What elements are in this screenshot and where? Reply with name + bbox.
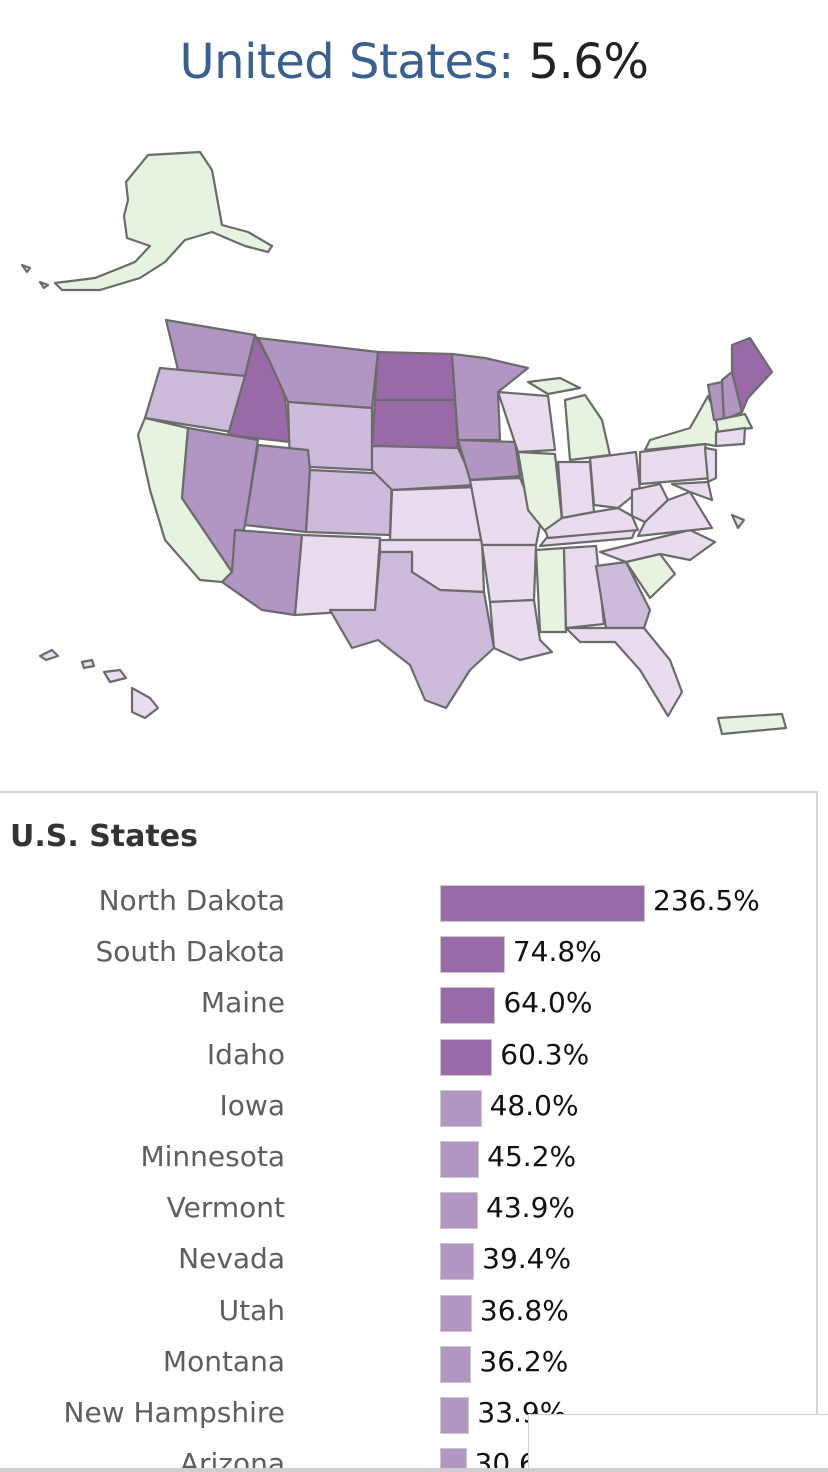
bar-value-label: 60.3%	[500, 1037, 590, 1071]
bar-category-label: Nevada	[178, 1242, 285, 1276]
state-indiana[interactable]	[556, 460, 596, 520]
bar-row[interactable]: North Dakota 236.5%	[0, 880, 820, 922]
state-alaska[interactable]	[53, 150, 274, 292]
us-choropleth-map[interactable]	[0, 140, 828, 760]
bar-value-label: 36.8%	[479, 1293, 569, 1327]
headline-value: 5.6%	[528, 34, 649, 90]
state-kansas[interactable]	[388, 485, 484, 542]
bar-category-label: Iowa	[219, 1088, 285, 1122]
bar-value-label: 43.9%	[486, 1191, 575, 1225]
state-virginia[interactable]	[636, 490, 714, 538]
bar-category-label: Minnesota	[140, 1140, 285, 1173]
state-wisconsin[interactable]	[496, 390, 557, 454]
state-texas[interactable]	[328, 550, 496, 710]
headline-country: United States:	[179, 34, 515, 90]
bar-mark[interactable]	[440, 1294, 472, 1332]
bar-value-label: 45.2%	[487, 1140, 577, 1173]
bar-mark[interactable]	[440, 1038, 493, 1076]
states-bar-chart: North Dakota 236.5% South Dakota 74.8% Maine…	[0, 880, 820, 1469]
state-washington[interactable]	[164, 318, 257, 378]
bar-value-label: 64.0%	[503, 986, 593, 1020]
state-michigan-up[interactable]	[526, 376, 582, 396]
state-north-dakota[interactable]	[373, 350, 457, 402]
map-svg[interactable]	[0, 140, 828, 760]
territory-puerto-rico[interactable]	[716, 712, 788, 736]
bottom-scroll-edge	[0, 1468, 828, 1472]
bar-value-label: 39.4%	[482, 1242, 572, 1276]
states-panel	[0, 791, 818, 1472]
bar-mark[interactable]	[440, 1089, 482, 1127]
state-maryland-delaware[interactable]	[670, 480, 714, 502]
panel-title: U.S. States	[10, 819, 198, 854]
state-iowa[interactable]	[456, 438, 522, 482]
bar-category-label: Vermont	[166, 1191, 285, 1225]
bar-mark[interactable]	[440, 1397, 470, 1434]
headline: United States: 5.6%	[0, 32, 828, 92]
state-nebraska[interactable]	[370, 444, 477, 492]
bar-category-label: Idaho	[206, 1037, 285, 1071]
state-florida[interactable]	[564, 626, 684, 718]
bar-row[interactable]: Utah 36.8%	[0, 1290, 820, 1332]
state-michigan[interactable]	[563, 393, 612, 462]
state-hawaii[interactable]	[130, 686, 160, 720]
bar-row[interactable]: Minnesota 45.2%	[0, 1136, 820, 1178]
state-georgia[interactable]	[594, 560, 652, 630]
bar-row[interactable]: Iowa 48.0%	[0, 1085, 820, 1127]
state-alaska-islands[interactable]	[20, 263, 50, 290]
state-connecticut-ri[interactable]	[714, 426, 747, 448]
bar-mark[interactable]	[440, 1345, 472, 1383]
state-south-dakota[interactable]	[370, 398, 460, 450]
bar-mark[interactable]	[440, 1141, 480, 1178]
state-arizona[interactable]	[220, 528, 304, 617]
bar-category-label: South Dakota	[95, 935, 285, 969]
bar-category-label: Montana	[162, 1344, 285, 1378]
state-new-york[interactable]	[643, 394, 720, 452]
bar-mark[interactable]	[440, 936, 505, 974]
bar-value-label: 36.2%	[479, 1344, 569, 1378]
bar-category-label: Arizona	[179, 1447, 285, 1469]
state-alabama[interactable]	[562, 544, 606, 630]
state-louisiana[interactable]	[488, 598, 554, 662]
bar-mark[interactable]	[440, 1192, 479, 1230]
bar-mark[interactable]	[440, 987, 496, 1025]
state-hawaii-islands[interactable]	[38, 648, 128, 684]
bar-value-label: 236.5%	[653, 884, 760, 917]
state-mississippi[interactable]	[534, 546, 568, 634]
state-ohio[interactable]	[588, 450, 642, 510]
overlay-box	[528, 1414, 828, 1472]
bar-row[interactable]: Montana 36.2%	[0, 1341, 820, 1383]
state-new-mexico[interactable]	[293, 533, 382, 617]
bar-mark[interactable]	[440, 885, 645, 922]
bar-category-label: New Hampshire	[63, 1396, 285, 1429]
bar-category-label: Utah	[218, 1293, 285, 1327]
bar-row[interactable]: Maine 64.0%	[0, 982, 820, 1025]
bar-mark[interactable]	[440, 1448, 467, 1469]
bar-row[interactable]: Arizona 30.6%	[0, 1443, 820, 1469]
bar-mark[interactable]	[440, 1243, 475, 1281]
state-new-jersey[interactable]	[703, 446, 718, 484]
bar-row[interactable]: New Hampshire 33.9%	[0, 1392, 820, 1434]
bar-category-label: Maine	[200, 986, 285, 1020]
state-dc-delmarva[interactable]	[730, 513, 746, 530]
state-maine[interactable]	[730, 336, 774, 414]
bar-row[interactable]: Nevada 39.4%	[0, 1238, 820, 1281]
state-kentucky[interactable]	[543, 506, 640, 540]
bar-category-label: North Dakota	[98, 884, 285, 917]
state-arkansas[interactable]	[480, 543, 538, 604]
state-missouri[interactable]	[468, 476, 542, 547]
bar-row[interactable]: South Dakota 74.8%	[0, 931, 820, 974]
bar-row[interactable]: Vermont 43.9%	[0, 1187, 820, 1230]
bar-value-label: 48.0%	[489, 1088, 579, 1122]
bar-row[interactable]: Idaho 60.3%	[0, 1034, 820, 1076]
bar-value-label: 74.8%	[512, 935, 602, 969]
state-colorado[interactable]	[304, 468, 394, 537]
